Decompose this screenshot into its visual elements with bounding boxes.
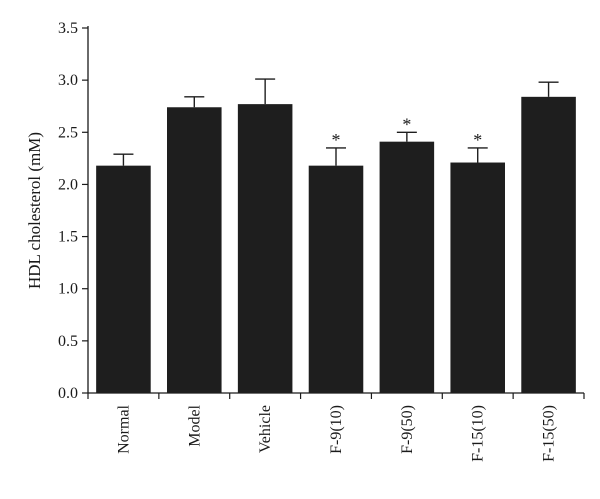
x-category-label-6: F-15(10) [470,405,487,462]
y-tick-label: 0.5 [58,333,78,350]
bar-4 [308,165,364,393]
bar-3 [237,104,293,393]
bar-5 [379,141,435,393]
bar-2 [167,107,222,393]
y-tick-label: 2.0 [58,176,78,193]
bar-6 [450,162,505,393]
y-tick-label: 3.0 [58,72,78,89]
x-axis: Normal Model Vehicle F-9(10) F-9(50) F-15(10)… [87,392,585,462]
y-tick-label: 1.0 [58,281,78,298]
x-category-label-3: Vehicle [257,405,274,453]
x-category-label-2: Model [186,404,203,446]
x-category-label-1: Normal [115,404,132,453]
significance-marker-6: * [473,130,482,150]
y-axis: 0.0 0.5 1.0 1.5 2.0 2.5 3.0 3.5 [58,20,89,402]
significance-marker-5: * [402,114,411,134]
x-category-label-7: F-15(50) [541,405,558,462]
x-category-label-5: F-9(50) [399,405,416,454]
y-axis-title: HDL cholesterol (mM) [25,132,44,289]
y-tick-label: 1.5 [58,229,78,246]
y-tick-label: 2.5 [58,124,78,141]
bar-7 [521,96,576,393]
x-category-label-4: F-9(10) [328,405,345,454]
bars-group: * * * [96,78,576,393]
significance-marker-4: * [332,130,341,150]
y-tick-label: 3.5 [58,20,78,37]
y-tick-label: 0.0 [58,385,78,402]
bar-1 [96,165,151,393]
